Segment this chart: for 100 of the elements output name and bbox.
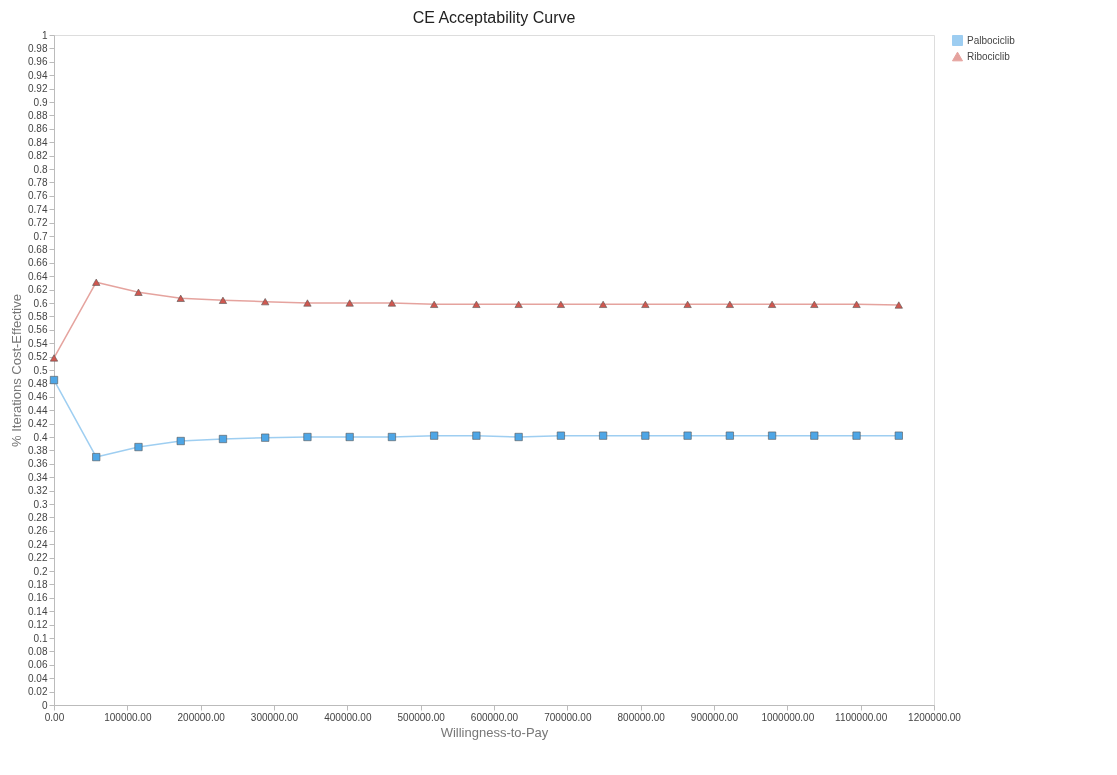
y-axis-title: % Iterations Cost-Effective xyxy=(9,294,25,447)
y-tick-label: 0.98 xyxy=(28,42,48,54)
point xyxy=(683,431,692,440)
y-tick-label: 0.56 xyxy=(28,324,48,336)
y-tick-label: 0.58 xyxy=(28,310,48,322)
point xyxy=(303,299,312,307)
y-tick-label: 0.72 xyxy=(28,217,48,229)
y-tick-label: 0.1 xyxy=(33,632,48,644)
y-tick-label: 0.92 xyxy=(28,83,48,95)
point xyxy=(345,432,354,442)
point xyxy=(49,376,59,385)
point xyxy=(514,432,523,442)
point xyxy=(261,433,270,442)
y-tick-label: 0.2 xyxy=(33,565,48,577)
y-tick-label: 0.64 xyxy=(28,270,48,282)
point xyxy=(49,354,59,362)
point xyxy=(894,431,903,440)
y-tick-label: 0.5 xyxy=(33,364,48,376)
point xyxy=(599,300,608,308)
y-tick-label: 0.14 xyxy=(28,605,48,617)
chart-title: CE Acceptability Curve xyxy=(412,9,576,26)
point xyxy=(556,300,565,308)
x-tick-label: 1100000.00 xyxy=(835,711,888,723)
point xyxy=(387,299,396,307)
y-tick-label: 0.22 xyxy=(28,552,48,564)
x-tick-label: 1000000.00 xyxy=(761,711,815,723)
point xyxy=(387,432,396,442)
point xyxy=(810,431,819,440)
y-tick-label: 0.48 xyxy=(28,377,48,389)
point xyxy=(852,431,861,440)
point xyxy=(641,300,650,308)
x-tick-label: 800000.00 xyxy=(617,711,666,723)
point xyxy=(261,298,270,306)
y-tick-label: 0.06 xyxy=(28,659,48,671)
y-tick-label: 0.02 xyxy=(28,686,48,698)
y-tick-label: 0.18 xyxy=(28,578,48,590)
x-tick-label: 100000.00 xyxy=(104,711,152,723)
y-tick-label: 0.38 xyxy=(28,444,48,456)
point xyxy=(92,278,101,286)
point xyxy=(725,300,734,308)
point xyxy=(894,301,903,309)
y-tick-label: 0.12 xyxy=(28,619,48,631)
x-axis-title: Willingness-to-Pay xyxy=(440,724,549,740)
x-tick-label: 1200000.00 xyxy=(908,711,962,723)
y-tick-label: 0.84 xyxy=(28,136,48,148)
y-tick-label: 0.54 xyxy=(28,337,48,349)
point xyxy=(218,435,227,444)
point xyxy=(176,294,185,302)
y-tick-label: 0.24 xyxy=(28,538,48,550)
point xyxy=(303,432,312,442)
y-tick-label: 0.6 xyxy=(33,297,48,309)
y-tick-label: 0.26 xyxy=(28,525,48,537)
y-tick-label: 0.9 xyxy=(33,96,48,108)
y-tick-label: 0.8 xyxy=(33,163,48,175)
y-tick-label: 0.82 xyxy=(28,150,48,162)
point xyxy=(134,288,143,296)
x-tick-label: 200000.00 xyxy=(177,711,226,723)
point xyxy=(176,437,185,446)
point xyxy=(472,431,481,440)
x-tick-label: 500000.00 xyxy=(397,711,446,723)
y-tick-label: 0.04 xyxy=(28,672,48,684)
point xyxy=(768,431,777,440)
point xyxy=(472,300,481,308)
y-tick-label: 0.7 xyxy=(33,230,48,242)
y-tick-label: 0 xyxy=(41,699,48,711)
point xyxy=(852,300,861,308)
point xyxy=(345,299,354,307)
point xyxy=(768,300,777,308)
y-tick-label: 0.08 xyxy=(28,645,48,657)
x-tick-label: 400000.00 xyxy=(324,711,372,723)
point xyxy=(599,431,608,440)
y-tick-label: 0.94 xyxy=(28,69,48,81)
y-tick-label: 0.68 xyxy=(28,243,48,255)
y-tick-label: 0.3 xyxy=(33,498,48,510)
y-tick-label: 1 xyxy=(41,29,48,41)
x-tick-label: 900000.00 xyxy=(690,711,739,723)
legend-label: Ribociclib xyxy=(967,50,1011,62)
y-tick-label: 0.74 xyxy=(28,203,48,215)
y-tick-label: 0.36 xyxy=(28,458,48,470)
point xyxy=(514,300,523,308)
y-tick-label: 0.96 xyxy=(28,56,48,68)
point xyxy=(556,431,565,440)
y-tick-label: 0.42 xyxy=(28,418,48,430)
y-tick-label: 0.52 xyxy=(28,351,48,363)
point xyxy=(92,453,101,462)
y-tick-label: 0.34 xyxy=(28,471,48,483)
x-tick-label: 300000.00 xyxy=(250,711,299,723)
x-tick-label: 0.00 xyxy=(44,711,65,723)
y-tick-label: 0.78 xyxy=(28,176,48,188)
point xyxy=(134,443,143,452)
point xyxy=(218,296,227,304)
y-tick-label: 0.32 xyxy=(28,485,48,497)
y-tick-label: 0.76 xyxy=(28,190,48,202)
y-tick-label: 0.88 xyxy=(28,109,48,121)
y-tick-label: 0.86 xyxy=(28,123,48,135)
point xyxy=(641,431,650,440)
x-tick-label: 600000.00 xyxy=(470,711,519,723)
point xyxy=(430,431,439,440)
y-tick-label: 0.66 xyxy=(28,257,48,269)
y-tick-label: 0.46 xyxy=(28,391,48,403)
